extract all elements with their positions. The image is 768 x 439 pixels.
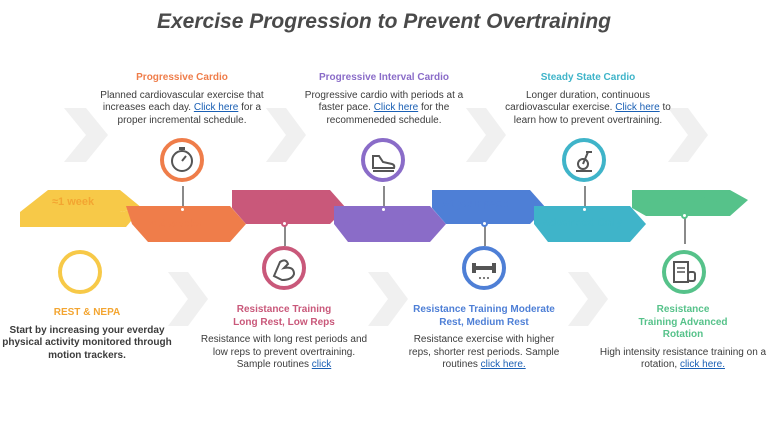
- timeline-label-3: ≈ 2-4 weeks: [245, 196, 307, 208]
- stage-description: Longer duration, continuous cardiovascul…: [505, 89, 650, 114]
- click-here-link[interactable]: Click here: [193, 102, 239, 113]
- chevron-bg-7: [568, 272, 608, 326]
- stage-heading: Steady State Cardio: [540, 72, 636, 83]
- pin-1: [179, 206, 186, 213]
- stem-5: [484, 224, 486, 246]
- stage-description-end: for a proper incremental schedule.: [117, 102, 262, 126]
- pin-5: [481, 220, 488, 227]
- stem-4: [284, 224, 286, 246]
- stage-description: Progressive cardio with periods at a fas…: [304, 89, 464, 114]
- stem-3: [584, 186, 586, 210]
- click-here-link[interactable]: Click here: [373, 102, 419, 113]
- click-here-link[interactable]: Click here: [615, 102, 660, 113]
- stage-description: Resistance exercise with higher reps, sh…: [408, 334, 560, 370]
- timeline-label-4: At your pace: [344, 217, 411, 229]
- stage-resistance-long-rest: Resistance Training Long Rest, Low Reps …: [200, 304, 368, 372]
- chevron-bg-3: [466, 108, 506, 162]
- stage-description: Resistance with long rest periods and lo…: [200, 334, 368, 370]
- chevron-bg-2: [266, 108, 306, 162]
- stage-description-end: for the recommeneded schedule.: [326, 102, 450, 126]
- flexed-arm-icon: [262, 246, 306, 290]
- stopwatch-icon: [160, 138, 204, 182]
- stage-resistance-moderate-rest: Resistance Training Moderate Rest, Mediu…: [402, 304, 566, 372]
- pin-3: [581, 206, 588, 213]
- timeline-segment-4: [334, 206, 446, 242]
- stage-heading: REST & NEPA: [53, 307, 121, 318]
- pin-4: [281, 220, 288, 227]
- empty-circle-icon: [58, 250, 102, 294]
- timeline-segment-1: [20, 190, 142, 212]
- stage-description: High intensity resistance training on a …: [599, 346, 767, 371]
- chevron-bg-6: [368, 272, 408, 326]
- click-link[interactable]: click: [311, 359, 332, 370]
- stage-heading: Resistance Training Long Rest, Low Reps: [233, 304, 335, 328]
- timeline-segment-7: [632, 190, 748, 216]
- pin-6: [681, 212, 688, 219]
- exercise-bike-icon: [562, 138, 606, 182]
- pin-2: [380, 206, 387, 213]
- page-title: Exercise Progression to Prevent Overtrai…: [156, 10, 611, 33]
- workout-plan-icon: [662, 250, 706, 294]
- chevron-bg-4: [668, 108, 708, 162]
- stage-progressive-cardio: Progressive Cardio Planned cardiovascula…: [92, 72, 272, 127]
- dumbbell-icon: [462, 246, 506, 290]
- chevron-bg-1: [64, 108, 108, 162]
- stem-2: [383, 186, 385, 210]
- stage-description: Start by increasing your everday physica…: [2, 324, 172, 361]
- timeline-label-5: At your pace: [442, 198, 509, 210]
- stage-heading: Resistance Training Moderate Rest, Mediu…: [413, 304, 555, 328]
- timeline-segment-2: [126, 206, 246, 242]
- stage-heading: Progressive Cardio: [136, 72, 228, 83]
- stage-resistance-advanced-rotation: Resistance Training Advanced Rotation Hi…: [598, 304, 768, 372]
- chevron-bg-5: [168, 272, 208, 326]
- stage-description: Planned cardiovascular exercise that inc…: [100, 89, 264, 114]
- stem-6: [684, 216, 686, 244]
- timeline-label-2: ≈ 2 weeks: [150, 218, 202, 230]
- running-shoe-icon: [361, 138, 405, 182]
- stage-rest-nepa: REST & NEPA Start by increasing your eve…: [2, 307, 172, 362]
- timeline-segment-3: [232, 190, 346, 224]
- timeline-label-1: ≈1 week: [52, 196, 95, 208]
- stage-progressive-interval-cardio: Progressive Interval Cardio Progressive …: [296, 72, 472, 127]
- stage-heading: Progressive Interval Cardio: [318, 72, 450, 83]
- stage-heading: Resistance Training Advanced Rotation: [638, 304, 728, 340]
- background-chevrons: [64, 108, 708, 326]
- timeline-label-6: Advanced Only: [542, 217, 623, 229]
- timeline-segment-5: [432, 190, 546, 224]
- timeline-label-7: Advanced Only: [638, 194, 719, 206]
- click-here-link[interactable]: click here.: [679, 359, 725, 370]
- timeline-segment-6: [534, 206, 646, 242]
- stem-1: [182, 186, 184, 210]
- click-here-link[interactable]: click here.: [480, 359, 526, 370]
- stage-description-end: to learn how to prevent overtraining.: [513, 102, 671, 126]
- timeline-segment-1-lower: [20, 208, 142, 227]
- stage-steady-state-cardio: Steady State Cardio Longer duration, con…: [500, 72, 676, 127]
